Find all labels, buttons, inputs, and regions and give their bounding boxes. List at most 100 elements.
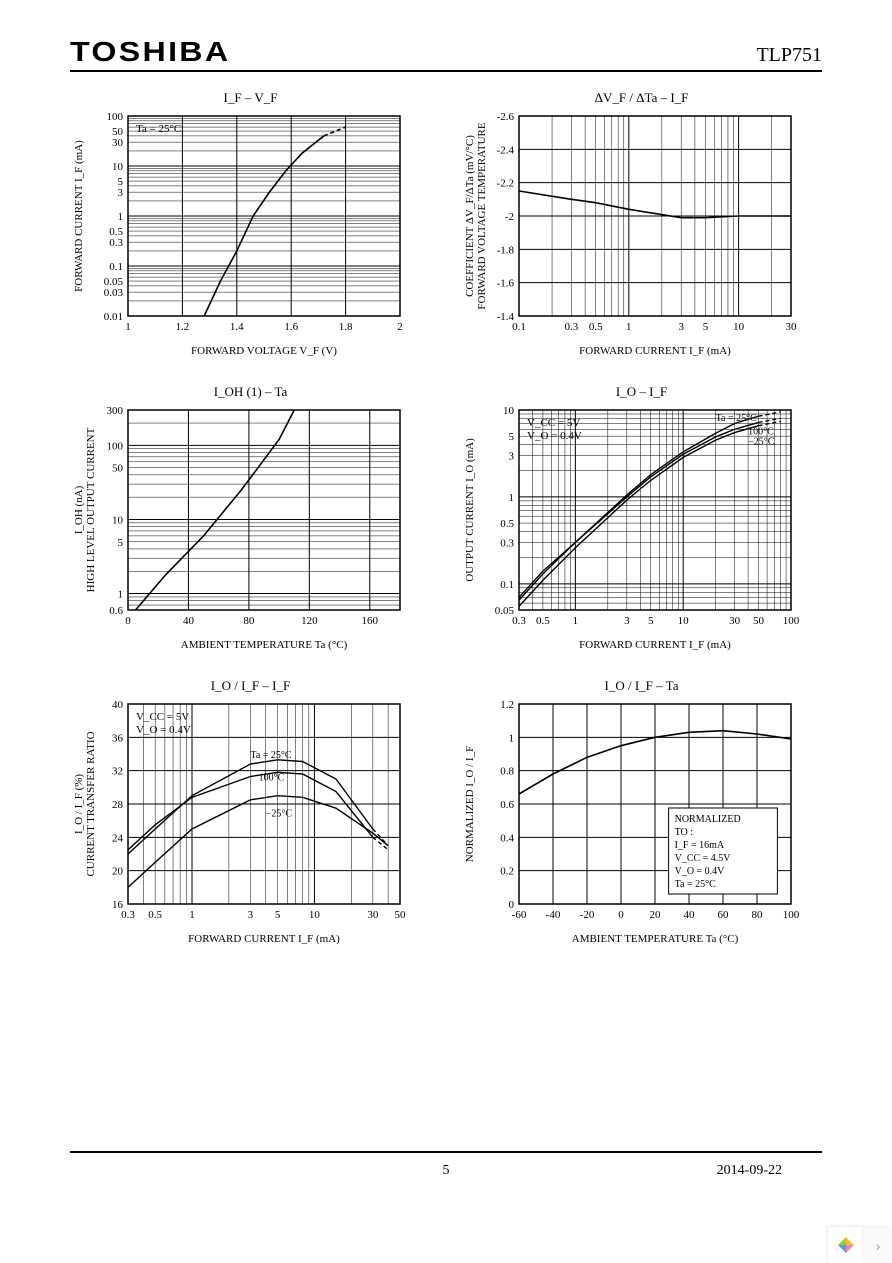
svg-text:0.3: 0.3 bbox=[121, 909, 135, 921]
svg-text:Ta = 25°C: Ta = 25°C bbox=[716, 413, 757, 424]
chart-title: I_O / I_F – Ta bbox=[461, 678, 822, 694]
svg-text:0.3: 0.3 bbox=[512, 615, 526, 627]
svg-text:300: 300 bbox=[107, 405, 124, 417]
svg-text:V_CC = 5V: V_CC = 5V bbox=[136, 711, 189, 723]
svg-text:V_O = 0.4V: V_O = 0.4V bbox=[527, 430, 582, 442]
widget-icon[interactable] bbox=[828, 1227, 864, 1263]
svg-text:0.4: 0.4 bbox=[500, 832, 514, 844]
svg-text:120: 120 bbox=[301, 615, 318, 627]
chart-svg: 0.10.30.51351030-1.4-1.6-1.8-2-2.2-2.4-2… bbox=[461, 110, 801, 360]
svg-text:1: 1 bbox=[509, 732, 515, 744]
widget-arrow[interactable]: › bbox=[864, 1227, 892, 1263]
chart-dvf-dta-if: ΔV_F / ΔTa – I_F 0.10.30.51351030-1.4-1.… bbox=[461, 90, 822, 360]
svg-text:160: 160 bbox=[362, 615, 379, 627]
chart-ctr-if: I_O / I_F – I_F 0.30.5135103050162024283… bbox=[70, 678, 431, 948]
svg-text:40: 40 bbox=[183, 615, 195, 627]
svg-text:FORWARD CURRENT I_F (mA): FORWARD CURRENT I_F (mA) bbox=[579, 345, 731, 357]
svg-text:100: 100 bbox=[783, 615, 800, 627]
svg-text:0.6: 0.6 bbox=[109, 605, 123, 617]
svg-text:10: 10 bbox=[112, 514, 124, 526]
svg-text:10: 10 bbox=[112, 161, 124, 173]
corner-widget: › bbox=[828, 1227, 892, 1263]
svg-text:FORWARD VOLTAGE TEMPERATURE: FORWARD VOLTAGE TEMPERATURE bbox=[476, 122, 488, 309]
svg-text:50: 50 bbox=[753, 615, 765, 627]
svg-text:80: 80 bbox=[752, 909, 764, 921]
svg-text:1: 1 bbox=[118, 589, 124, 601]
svg-text:50: 50 bbox=[112, 126, 124, 138]
svg-text:50: 50 bbox=[112, 463, 124, 475]
svg-text:0.1: 0.1 bbox=[109, 261, 123, 273]
svg-text:Ta = 25°C: Ta = 25°C bbox=[250, 750, 291, 761]
svg-text:3: 3 bbox=[118, 187, 124, 199]
svg-text:0.01: 0.01 bbox=[104, 311, 123, 323]
header: TOSHIBA TLP751 bbox=[70, 36, 822, 72]
chart-svg: 0.30.513510305016202428323640FORWARD CUR… bbox=[70, 698, 410, 948]
svg-text:0.05: 0.05 bbox=[495, 605, 515, 617]
svg-text:0.6: 0.6 bbox=[500, 799, 514, 811]
svg-text:Ta = 25°C: Ta = 25°C bbox=[675, 879, 716, 890]
svg-text:−25°C: −25°C bbox=[266, 809, 293, 820]
svg-text:1: 1 bbox=[626, 321, 632, 333]
svg-text:0: 0 bbox=[509, 899, 515, 911]
svg-text:V_CC = 4.5V: V_CC = 4.5V bbox=[675, 853, 732, 864]
svg-text:0.03: 0.03 bbox=[104, 287, 124, 299]
svg-text:1.2: 1.2 bbox=[500, 699, 514, 711]
chart-title: I_OH (1) – Ta bbox=[70, 384, 431, 400]
svg-text:10: 10 bbox=[678, 615, 690, 627]
svg-text:-40: -40 bbox=[546, 909, 561, 921]
chart-svg: -60-40-2002040608010000.20.40.60.811.2AM… bbox=[461, 698, 801, 948]
svg-text:0.5: 0.5 bbox=[536, 615, 550, 627]
svg-text:V_O = 0.4V: V_O = 0.4V bbox=[675, 866, 726, 877]
chart-svg: 11.21.41.61.820.010.030.050.10.30.513510… bbox=[70, 110, 410, 360]
svg-text:-2.6: -2.6 bbox=[497, 111, 515, 123]
svg-text:0.05: 0.05 bbox=[104, 276, 124, 288]
svg-text:-1.6: -1.6 bbox=[497, 278, 515, 290]
chart-ioh-ta: I_OH (1) – Ta 040801201600.6151050100300… bbox=[70, 384, 431, 654]
chart-title: I_O – I_F bbox=[461, 384, 822, 400]
svg-text:-1.8: -1.8 bbox=[497, 244, 515, 256]
svg-text:5: 5 bbox=[118, 176, 124, 188]
svg-text:0.5: 0.5 bbox=[589, 321, 603, 333]
svg-text:60: 60 bbox=[718, 909, 730, 921]
svg-text:0: 0 bbox=[125, 615, 131, 627]
charts-grid: I_F – V_F 11.21.41.61.820.010.030.050.10… bbox=[70, 90, 822, 948]
svg-text:16: 16 bbox=[112, 899, 124, 911]
svg-text:-1.4: -1.4 bbox=[497, 311, 515, 323]
svg-text:30: 30 bbox=[367, 909, 379, 921]
chart-if-vf: I_F – V_F 11.21.41.61.820.010.030.050.10… bbox=[70, 90, 431, 360]
footer-date: 2014-09-22 bbox=[717, 1163, 782, 1179]
chart-title: I_F – V_F bbox=[70, 90, 431, 106]
svg-text:1: 1 bbox=[573, 615, 579, 627]
svg-text:0.5: 0.5 bbox=[109, 226, 123, 238]
svg-text:CURRENT TRANSFER RATIO: CURRENT TRANSFER RATIO bbox=[85, 731, 97, 876]
svg-text:1.2: 1.2 bbox=[176, 321, 190, 333]
svg-text:1: 1 bbox=[125, 321, 131, 333]
svg-text:0.3: 0.3 bbox=[565, 321, 579, 333]
svg-text:FORWARD VOLTAGE V_F (V): FORWARD VOLTAGE V_F (V) bbox=[191, 345, 337, 357]
svg-text:−25°C: −25°C bbox=[748, 437, 775, 448]
svg-text:AMBIENT TEMPERATURE Ta (°C: AMBIENT TEMPERATURE Ta (°C) bbox=[181, 639, 348, 651]
svg-text:0.1: 0.1 bbox=[500, 579, 514, 591]
svg-text:3: 3 bbox=[678, 321, 684, 333]
svg-text:0.3: 0.3 bbox=[500, 537, 514, 549]
svg-text:0: 0 bbox=[618, 909, 624, 921]
svg-text:20: 20 bbox=[650, 909, 662, 921]
chart-title: I_O / I_F – I_F bbox=[70, 678, 431, 694]
svg-text:100°C: 100°C bbox=[259, 773, 285, 784]
svg-text:AMBIENT TEMPERATURE Ta (°C: AMBIENT TEMPERATURE Ta (°C) bbox=[572, 933, 739, 945]
svg-text:FORWARD CURRENT I_F (mA): FORWARD CURRENT I_F (mA) bbox=[579, 639, 731, 651]
svg-text:100: 100 bbox=[107, 440, 124, 452]
svg-text:5: 5 bbox=[509, 431, 515, 443]
svg-text:100: 100 bbox=[783, 909, 800, 921]
svg-text:1: 1 bbox=[118, 211, 124, 223]
svg-text:-2.2: -2.2 bbox=[497, 178, 514, 190]
svg-text:-2.4: -2.4 bbox=[497, 144, 515, 156]
chart-svg: 0.30.51351030501000.050.10.30.513510FORW… bbox=[461, 404, 801, 654]
svg-text:TO :: TO : bbox=[675, 827, 693, 838]
svg-text:24: 24 bbox=[112, 832, 124, 844]
svg-text:5: 5 bbox=[118, 537, 124, 549]
svg-text:5: 5 bbox=[648, 615, 654, 627]
svg-text:COEFFICIENT ΔV_F/ΔTa (mV/°: COEFFICIENT ΔV_F/ΔTa (mV/°C) bbox=[464, 135, 476, 297]
svg-text:NORMALIZED I_O / I_F: NORMALIZED I_O / I_F bbox=[464, 746, 476, 862]
svg-text:30: 30 bbox=[112, 137, 124, 149]
